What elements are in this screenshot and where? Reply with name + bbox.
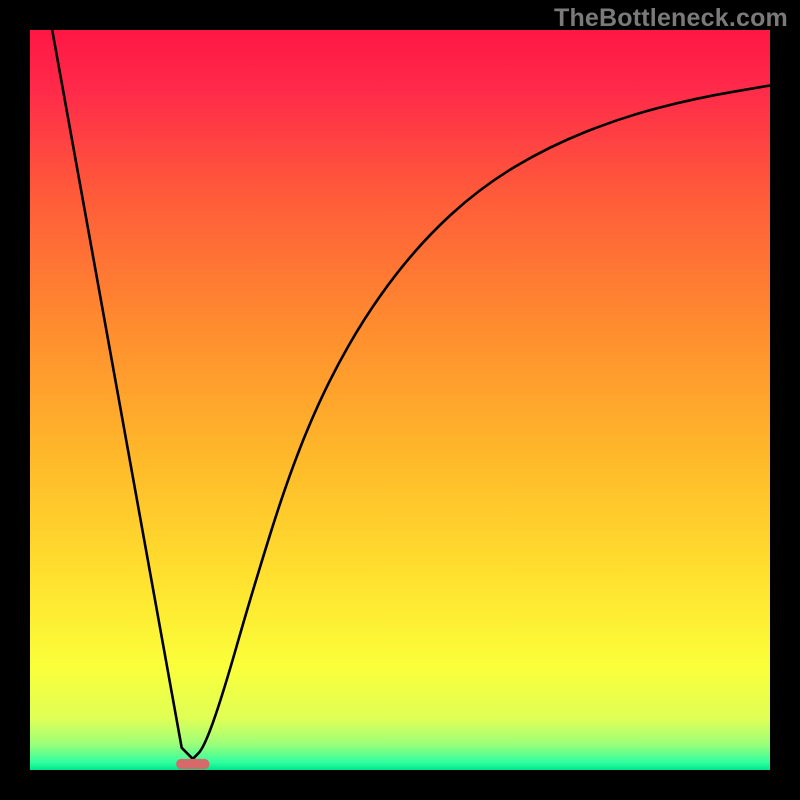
chart-container: TheBottleneck.com: [0, 0, 800, 800]
watermark-text: TheBottleneck.com: [554, 4, 788, 33]
optimal-marker: [176, 759, 209, 769]
bottleneck-chart: [0, 0, 800, 800]
gradient-background: [30, 30, 770, 770]
